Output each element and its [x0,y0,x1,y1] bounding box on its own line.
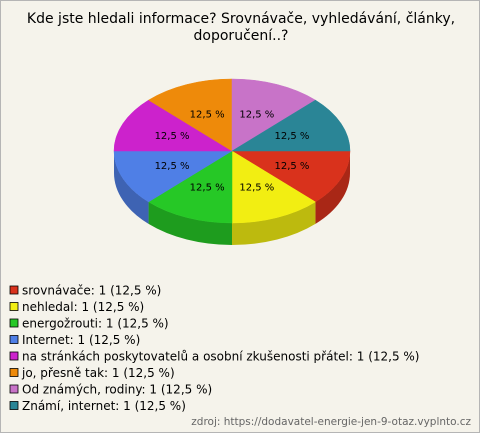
slice [231,78,316,152]
slice-side [148,201,232,245]
slice [113,99,233,152]
legend-swatch [9,351,19,361]
slice-side [232,201,316,245]
legend-label: Od známých, rodiny: 1 (12,5 %) [22,383,212,397]
value-label: 12,5 % [239,183,274,194]
legend-swatch [9,401,19,410]
legend-swatch [9,335,19,344]
slice [148,78,233,152]
slice-side [114,151,149,224]
value-label: 12,5 % [155,131,190,142]
slice [113,150,233,203]
legend-label: srovnávače: 1 (12,5 %) [22,284,161,298]
legend-label: Známí, internet: 1 (12,5 %) [22,399,186,413]
legend-swatch [9,384,19,394]
slice-side [315,151,350,224]
legend-label: Internet: 1 (12,5 %) [22,333,140,347]
chart-title: Kde jste hledali informace? Srovnávače, … [26,11,456,44]
slice [231,150,351,203]
value-label: 12,5 % [274,161,309,172]
slice [148,150,233,224]
value-label: 12,5 % [190,109,225,120]
value-label: 12,5 % [274,131,309,142]
legend-swatch [9,368,19,377]
legend-label: nehledal: 1 (12,5 %) [22,300,144,314]
legend-label: jo, přesně tak: 1 (12,5 %) [21,366,175,380]
legend-swatch [9,318,19,328]
source: zdroj: https://dodavatel-energie-jen-9-o… [191,416,471,428]
legend-swatch [9,302,19,311]
legend-label: na stránkách poskytovatelů a osobní zkuš… [22,350,420,364]
slice [231,150,316,224]
legend-label: energožrouti: 1 (12,5 %) [22,317,169,331]
value-label: 12,5 % [155,161,190,172]
value-label: 12,5 % [239,109,274,120]
legend-swatch [9,285,19,295]
value-label: 12,5 % [190,183,225,194]
slice [231,99,351,152]
